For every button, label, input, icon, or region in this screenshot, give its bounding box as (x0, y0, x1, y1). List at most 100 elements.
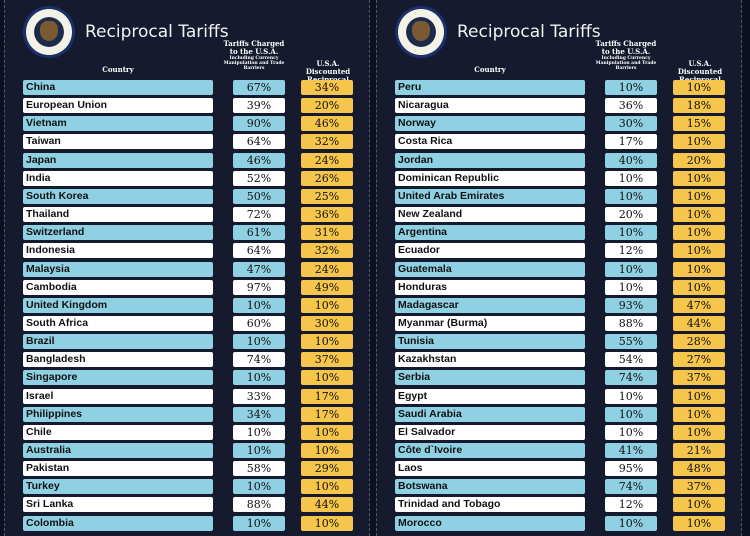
header-charged-label: Tariffs Charged to the U.S.A. (223, 39, 285, 56)
charged-cell: 40% (605, 152, 657, 168)
charged-cell: 90% (233, 116, 285, 132)
charged-cell: 61% (233, 225, 285, 241)
discounted-cell: 28% (673, 334, 725, 350)
charged-cell: 10% (605, 170, 657, 186)
charged-cell: 72% (233, 207, 285, 223)
charged-cell: 30% (605, 116, 657, 132)
charged-cell: 17% (605, 134, 657, 150)
discounted-cell: 47% (673, 297, 725, 313)
charged-cell: 93% (605, 297, 657, 313)
country-cell: Israel (23, 388, 213, 404)
charged-cell: 95% (605, 461, 657, 477)
country-cell: Myanmar (Burma) (395, 315, 585, 331)
charged-cell: 74% (605, 479, 657, 495)
header-charged-sub: Including Currency Manipulation and Trad… (223, 56, 285, 71)
charged-cell: 67% (233, 80, 285, 95)
presidential-seal-icon (23, 6, 75, 58)
charged-cell: 10% (605, 424, 657, 440)
discounted-cell: 10% (673, 170, 725, 186)
discounted-cell: 30% (301, 315, 353, 331)
charged-cell: 10% (605, 188, 657, 204)
discounted-cell: 10% (673, 424, 725, 440)
country-cell: Madagascar (395, 297, 585, 313)
country-cell: Colombia (23, 515, 213, 531)
country-cell: Chile (23, 424, 213, 440)
discounted-cell: 15% (673, 116, 725, 132)
country-cell: Thailand (23, 207, 213, 223)
table-panel: Reciprocal Tariffs Country Tariffs Charged… (4, 0, 370, 536)
country-cell: South Korea (23, 188, 213, 204)
country-cell: Honduras (395, 279, 585, 295)
discounted-cell: 10% (301, 334, 353, 350)
discounted-cell: 32% (301, 243, 353, 259)
country-cell: Laos (395, 461, 585, 477)
country-cell: United Arab Emirates (395, 188, 585, 204)
header-charged-label: Tariffs Charged to the U.S.A. (595, 39, 657, 56)
country-cell: Sri Lanka (23, 497, 213, 513)
discounted-cell: 10% (673, 225, 725, 241)
eagle-icon (40, 21, 58, 41)
charged-cell: 33% (233, 388, 285, 404)
discounted-cell: 37% (673, 370, 725, 386)
discounted-cell: 10% (301, 370, 353, 386)
country-cell: Bangladesh (23, 352, 213, 368)
country-cell: Kazakhstan (395, 352, 585, 368)
charged-cell: 10% (605, 279, 657, 295)
country-cell: Serbia (395, 370, 585, 386)
discounted-cell: 25% (301, 188, 353, 204)
discounted-cell: 49% (301, 279, 353, 295)
charged-cell: 50% (233, 188, 285, 204)
charged-cell: 10% (233, 334, 285, 350)
discounted-cell: 10% (673, 243, 725, 259)
charged-cell: 10% (605, 515, 657, 531)
discounted-cell: 32% (301, 134, 353, 150)
eagle-icon (412, 21, 430, 41)
charged-cell: 74% (605, 370, 657, 386)
charged-cell: 12% (605, 497, 657, 513)
charged-cell: 36% (605, 98, 657, 114)
discounted-cell: 10% (673, 80, 725, 95)
discounted-cell: 44% (673, 315, 725, 331)
country-cell: Malaysia (23, 261, 213, 277)
country-cell: Costa Rica (395, 134, 585, 150)
charged-cell: 12% (605, 243, 657, 259)
discounted-cell: 10% (301, 515, 353, 531)
country-cell: Tunisia (395, 334, 585, 350)
charged-cell: 10% (233, 479, 285, 495)
country-cell: India (23, 170, 213, 186)
country-cell: Morocco (395, 515, 585, 531)
country-cell: Australia (23, 443, 213, 458)
charged-cell: 47% (233, 261, 285, 277)
country-cell: Taiwan (23, 134, 213, 150)
country-cell: Saudi Arabia (395, 406, 585, 422)
discounted-cell: 10% (301, 479, 353, 495)
country-cell: Nicaragua (395, 98, 585, 114)
country-cell: Trinidad and Tobago (395, 497, 585, 513)
discounted-cell: 31% (301, 225, 353, 241)
charged-cell: 10% (605, 261, 657, 277)
chart-title: Reciprocal Tariffs (85, 22, 229, 42)
discounted-cell: 36% (301, 207, 353, 223)
charged-cell: 39% (233, 98, 285, 114)
country-cell: Egypt (395, 388, 585, 404)
header-charged: Tariffs Charged to the U.S.A. Including C… (223, 39, 285, 72)
header-country: Country (102, 65, 134, 74)
country-cell: United Kingdom (23, 297, 213, 313)
country-cell: Japan (23, 152, 213, 168)
discounted-cell: 27% (673, 352, 725, 368)
discounted-cell: 21% (673, 443, 725, 458)
charged-cell: 10% (233, 515, 285, 531)
discounted-cell: 37% (673, 479, 725, 495)
charged-cell: 52% (233, 170, 285, 186)
discounted-cell: 20% (673, 152, 725, 168)
charged-cell: 60% (233, 315, 285, 331)
charged-cell: 10% (233, 443, 285, 458)
country-cell: China (23, 80, 213, 95)
charged-cell: 64% (233, 134, 285, 150)
country-cell: Argentina (395, 225, 585, 241)
country-cell: Brazil (23, 334, 213, 350)
country-cell: European Union (23, 98, 213, 114)
discounted-cell: 24% (301, 261, 353, 277)
charged-cell: 10% (605, 225, 657, 241)
header-charged-sub: Including Currency Manipulation and Trad… (595, 56, 657, 71)
